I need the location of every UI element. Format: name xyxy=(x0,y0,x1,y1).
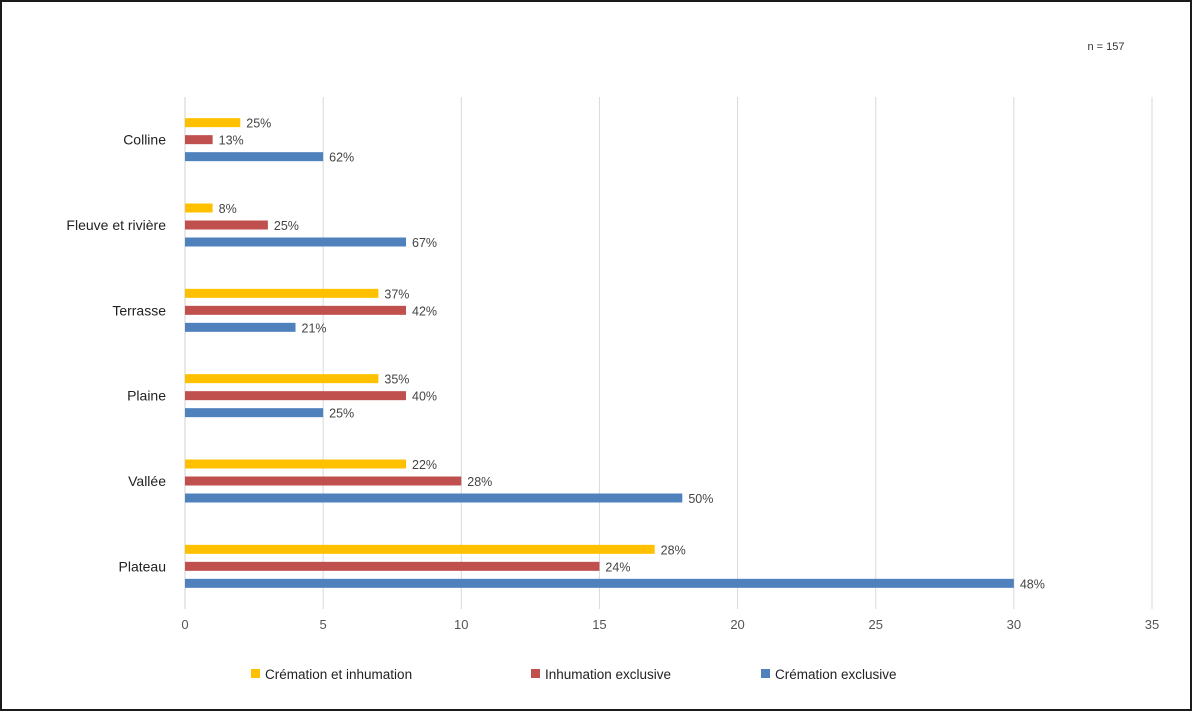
bar xyxy=(185,322,296,332)
bar xyxy=(185,544,655,554)
data-label: 40% xyxy=(412,390,437,404)
category-label: Plaine xyxy=(127,388,166,404)
category-label: Colline xyxy=(123,132,166,148)
data-label: 50% xyxy=(688,492,713,506)
legend-swatch xyxy=(761,669,770,678)
x-tick-label: 15 xyxy=(592,617,606,632)
category-label: Fleuve et rivière xyxy=(66,217,166,233)
legend-swatch xyxy=(531,669,540,678)
data-label: 13% xyxy=(219,134,244,148)
x-tick-label: 10 xyxy=(454,617,468,632)
category-label: Terrasse xyxy=(112,302,166,318)
data-label: 28% xyxy=(661,543,686,557)
data-label: 25% xyxy=(246,117,271,131)
bars xyxy=(185,118,1014,588)
data-label: 25% xyxy=(329,407,354,421)
category-labels: Colline Fleuve et rivière Terrasse Plaine Va… xyxy=(66,132,166,575)
legend-item: Inhumation exclusive xyxy=(531,667,671,682)
data-label: 22% xyxy=(412,458,437,472)
bar xyxy=(185,118,241,128)
data-label: 42% xyxy=(412,304,437,318)
category-label: Plateau xyxy=(119,558,166,574)
bar xyxy=(185,391,407,401)
x-tick-label: 0 xyxy=(181,617,188,632)
bar xyxy=(185,459,407,469)
data-label: 37% xyxy=(384,287,409,301)
x-tick-label: 30 xyxy=(1007,617,1021,632)
bar xyxy=(185,493,683,503)
bar xyxy=(185,476,462,486)
data-label: 62% xyxy=(329,151,354,165)
gridlines xyxy=(184,97,1153,609)
legend-swatch xyxy=(251,669,260,678)
data-label: 48% xyxy=(1020,577,1045,591)
legend-item: Crémation et inhumation xyxy=(251,667,412,682)
legend-item: Crémation exclusive xyxy=(761,667,897,682)
bar xyxy=(185,578,1014,588)
data-label: 28% xyxy=(467,475,492,489)
x-tick-label: 35 xyxy=(1145,617,1159,632)
bar xyxy=(185,135,213,145)
legend: Crémation et inhumation Inhumation exclus… xyxy=(251,667,897,682)
sample-size-note: n = 157 xyxy=(1087,41,1124,53)
category-label: Vallée xyxy=(128,473,166,489)
data-label: 8% xyxy=(219,202,237,216)
x-tick-label: 25 xyxy=(868,617,882,632)
bar xyxy=(185,288,379,298)
x-tick-label: 5 xyxy=(320,617,327,632)
bar xyxy=(185,561,600,571)
data-label: 25% xyxy=(274,219,299,233)
x-axis-tick-labels: 0 5 10 15 20 25 30 35 xyxy=(181,617,1159,632)
x-tick-label: 20 xyxy=(730,617,744,632)
data-label: 24% xyxy=(605,560,630,574)
bar xyxy=(185,374,379,384)
legend-label: Crémation et inhumation xyxy=(265,667,412,682)
bar xyxy=(185,305,407,315)
bar xyxy=(185,408,324,418)
bar xyxy=(185,237,407,247)
bar xyxy=(185,203,213,213)
bar xyxy=(185,220,268,230)
legend-label: Inhumation exclusive xyxy=(545,667,671,682)
bar xyxy=(185,152,324,162)
data-labels: 25%13%62%8%25%67%37%42%21%35%40%25%22%28… xyxy=(219,117,1045,592)
data-label: 21% xyxy=(302,321,327,335)
legend-label: Crémation exclusive xyxy=(775,667,897,682)
data-label: 35% xyxy=(384,373,409,387)
data-label: 67% xyxy=(412,236,437,250)
